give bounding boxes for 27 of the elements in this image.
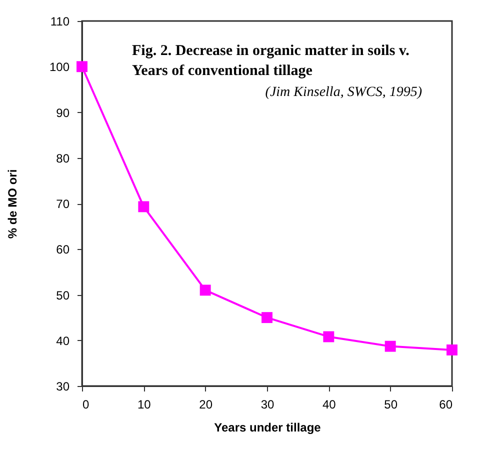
point [138,201,150,212]
point [76,61,88,72]
x-tick-label: 30 [260,398,274,412]
point [200,284,211,296]
x-axis-title: Years under tillage [214,420,322,434]
y-tick-label: 80 [56,151,70,166]
point [262,312,272,324]
text: Fig. 2. Decrease in organic matter in soils v. Years of conventional tillage [132,43,410,79]
y-tick-label: 50 [56,288,70,302]
point [446,344,458,356]
point [323,331,334,342]
y-tick-label: 60 [56,242,70,257]
x-tick-label: 40 [322,398,336,412]
x-tick-label: 50 [384,398,398,412]
x-tick-label: 60 [439,398,453,412]
y-tick-label: 100 [49,60,70,74]
x-tick-label: 0 [82,398,90,412]
y-tick-label: 30 [56,380,70,394]
y-tick-label: 40 [56,334,70,348]
x-tick-label: 20 [199,398,213,412]
point [384,340,396,352]
annotation: (Jim Kinsella, SWCS, 1995) [265,85,422,100]
y-tick-label: 110 [50,14,70,28]
y-tick-label: 90 [56,106,70,120]
x-tick-label: 10 [137,398,152,412]
y-axis-title: % de MO ori [5,169,20,239]
y-tick-label: 70 [56,197,70,211]
